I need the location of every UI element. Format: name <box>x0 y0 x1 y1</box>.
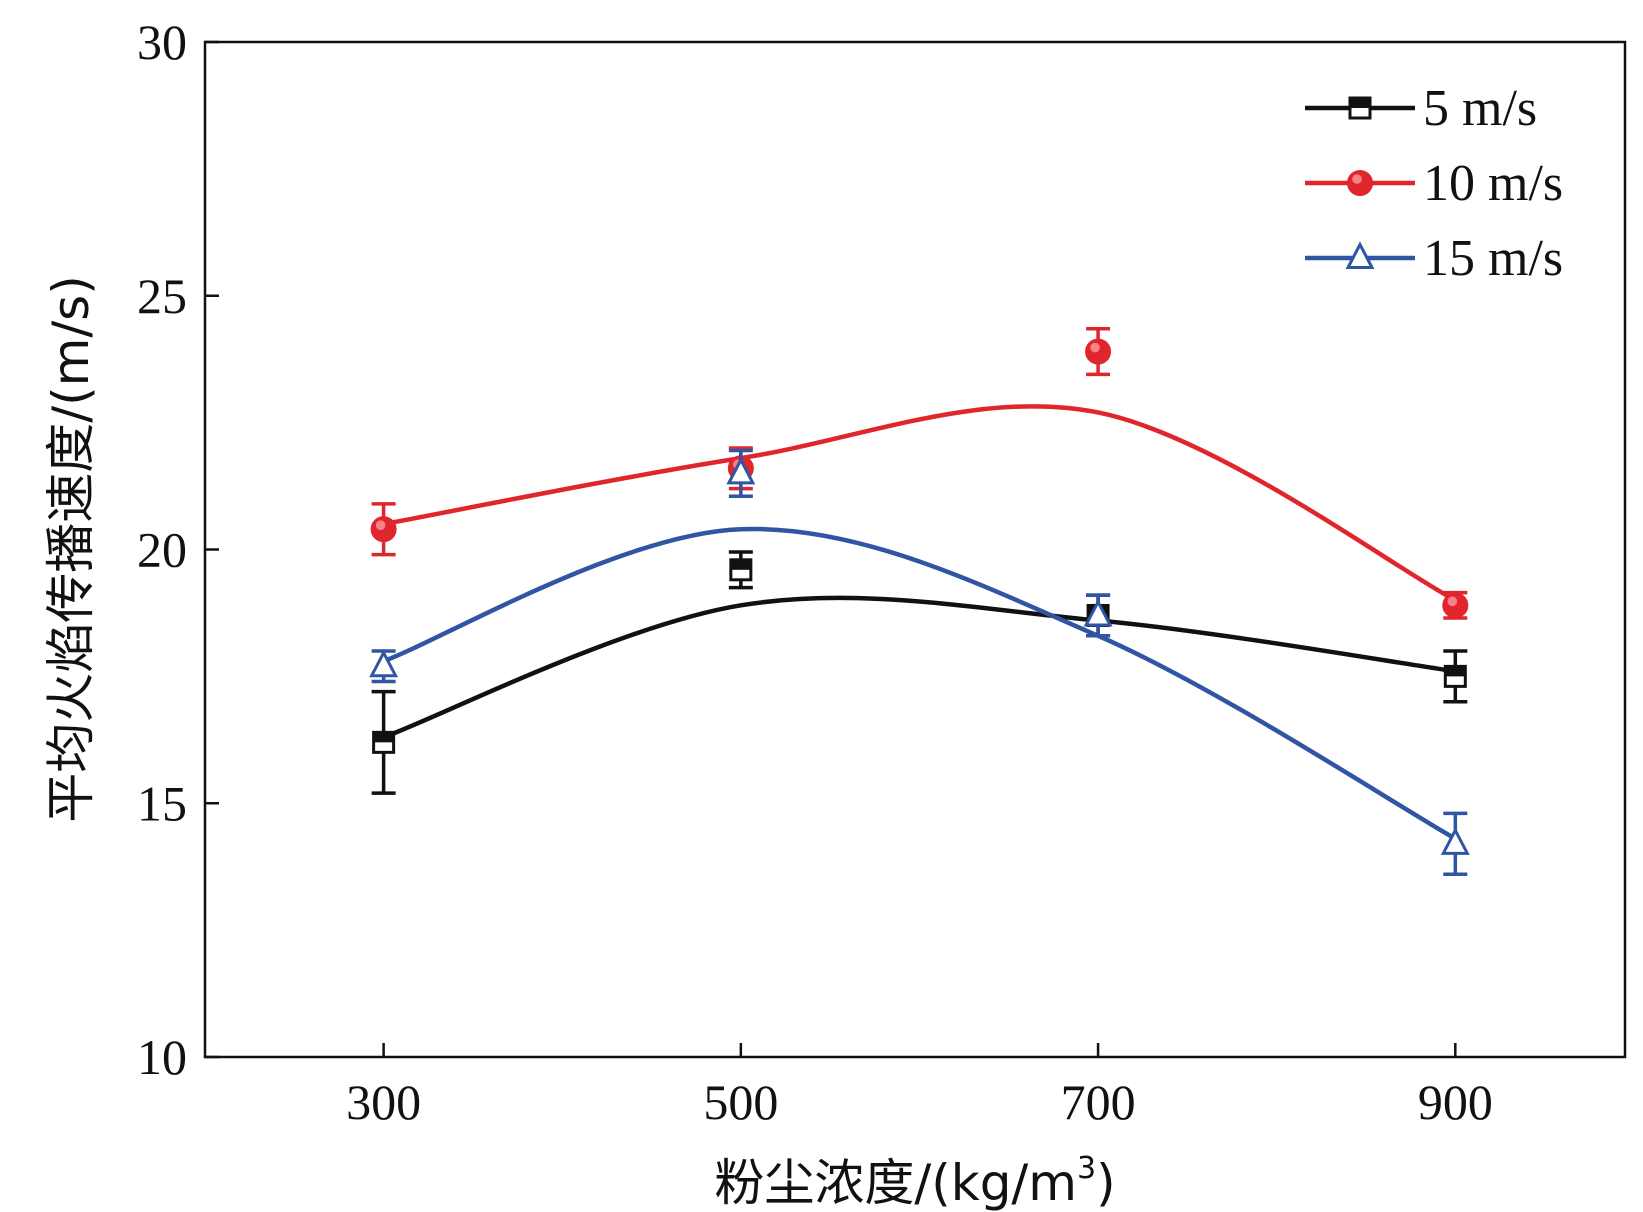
square-marker-fill <box>1350 98 1370 108</box>
y-tick-label: 25 <box>137 268 187 324</box>
data-point <box>369 649 399 684</box>
y-tick-label: 15 <box>137 775 187 831</box>
data-point <box>728 550 753 590</box>
circle-marker-highlight <box>1447 596 1458 607</box>
circle-marker <box>370 516 397 543</box>
fit-curve-series-2 <box>381 404 1458 603</box>
fit-curves <box>381 404 1458 842</box>
circle-marker <box>1442 592 1469 619</box>
circle-marker <box>1347 170 1373 196</box>
x-axis-title-close: ) <box>1096 1154 1116 1212</box>
data-point <box>1083 593 1113 638</box>
circle-marker-highlight <box>1090 342 1100 353</box>
legend-label: 15 m/s <box>1423 230 1563 287</box>
x-tick-label: 900 <box>1418 1074 1493 1130</box>
fit-curve-series-1 <box>381 595 1458 740</box>
fit-curve-series-3 <box>381 526 1458 842</box>
x-axis-title: 粉尘浓度/(kg/m3) <box>714 1151 1115 1212</box>
data-point <box>1443 649 1468 704</box>
x-tick-label: 700 <box>1061 1074 1136 1130</box>
plot-frame <box>203 40 1627 1059</box>
triangle-marker <box>1345 241 1375 269</box>
data-point <box>370 502 397 557</box>
circle-marker <box>1085 338 1112 365</box>
data-points <box>369 326 1470 877</box>
legend-label: 5 m/s <box>1423 80 1537 137</box>
data-point <box>726 448 756 498</box>
data-point <box>1085 326 1112 377</box>
legend-label: 10 m/s <box>1423 155 1563 212</box>
data-point <box>371 689 396 795</box>
triangle-marker <box>369 649 399 678</box>
x-tick-label: 500 <box>703 1074 778 1130</box>
y-tick-label: 10 <box>137 1029 187 1085</box>
y-tick-label: 20 <box>137 522 187 578</box>
circle-marker-highlight <box>375 520 386 530</box>
y-axis-title: 平均火焰传播速度/(m/s) <box>42 275 100 822</box>
axis-ticks: 300 500 700 900 10 15 20 25 30 <box>137 14 1493 1130</box>
legend: 5 m/s 10 m/s 15 m/s <box>1305 80 1563 287</box>
square-marker-fill <box>1445 666 1466 677</box>
triangle-marker <box>726 456 756 485</box>
data-point <box>1440 811 1470 877</box>
x-axis-title-superscript: 3 <box>1077 1151 1096 1186</box>
square-marker-fill <box>373 732 394 743</box>
x-tick-label: 300 <box>346 1074 421 1130</box>
circle-marker-highlight <box>1352 174 1362 184</box>
square-marker-fill <box>730 559 751 570</box>
triangle-marker <box>1083 598 1113 627</box>
data-point <box>1442 590 1469 620</box>
triangle-marker <box>1440 827 1470 855</box>
y-tick-label: 30 <box>137 14 187 70</box>
